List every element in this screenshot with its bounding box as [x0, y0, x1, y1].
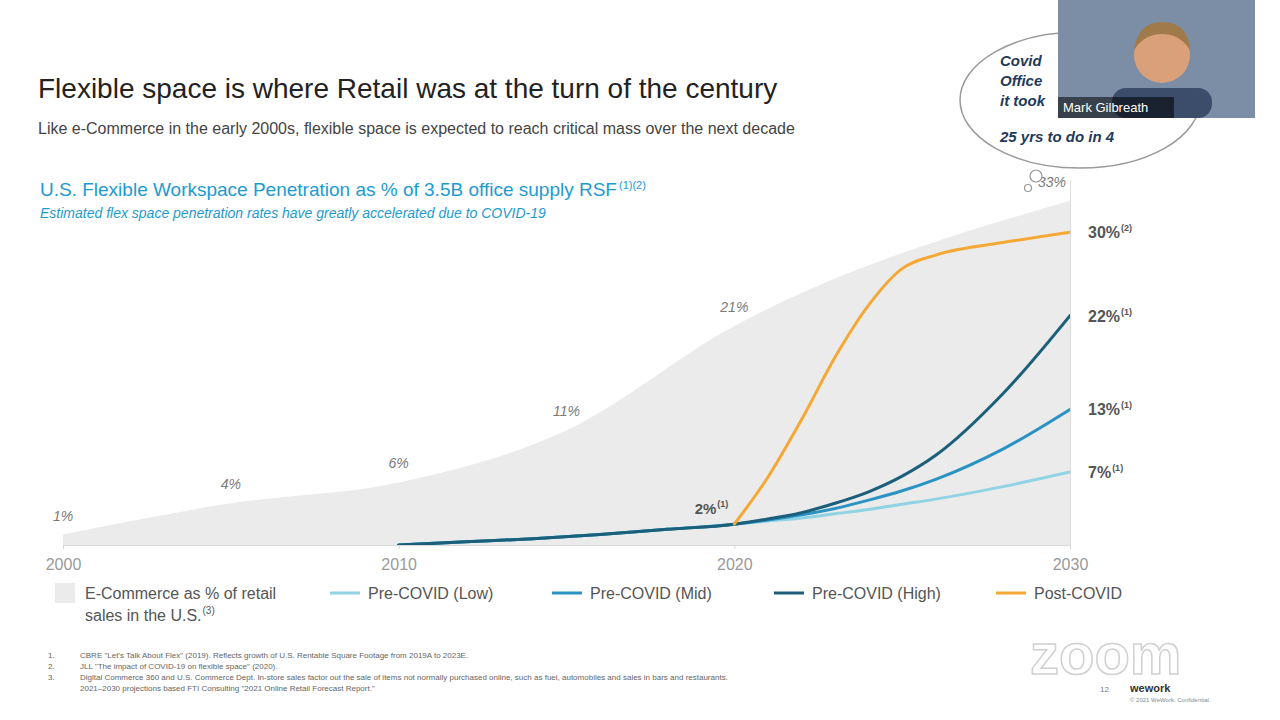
video-speaker-name: Mark Gilbreath — [1063, 100, 1148, 115]
brand: wework — [1129, 682, 1171, 694]
legend-item: Pre-COVID (High) — [774, 585, 941, 602]
copyright: © 2021 WeWork. Confidential. — [1130, 697, 1211, 703]
video-name-plate — [1058, 97, 1174, 118]
data-label: 7%(1) — [1088, 463, 1123, 481]
line-series — [399, 472, 1070, 545]
footnote-text: JLL "The impact of COVID-19 on flexible … — [80, 662, 277, 671]
data-label-text: 4% — [221, 476, 241, 492]
x-tick-label: 2000 — [46, 556, 82, 573]
video-person-hair — [1134, 22, 1190, 50]
area-series — [63, 201, 1070, 545]
video-background — [1058, 0, 1255, 118]
page-number: 12 — [1100, 685, 1109, 694]
legend-label-note: (3) — [203, 605, 215, 616]
plot-marks — [63, 201, 1070, 545]
data-label: 1% — [53, 508, 73, 524]
data-label-text: 13% — [1088, 401, 1120, 418]
x-tick-label: 2020 — [717, 556, 753, 573]
chart-subtitle: Estimated flex space penetration rates h… — [40, 205, 546, 221]
x-tick-label: 2030 — [1053, 556, 1089, 573]
legend-label: Pre-COVID (Mid) — [590, 585, 712, 602]
legend-swatch — [552, 592, 582, 595]
data-label-note: (2) — [1121, 223, 1132, 233]
legend-label-line: E-Commerce as % of retail — [85, 585, 276, 602]
bubble-text: it took — [1000, 92, 1046, 109]
legend-swatch — [774, 592, 804, 595]
legend: E-Commerce as % of retail sales in the U.… — [55, 583, 1122, 624]
bubble-text: Office — [1000, 72, 1042, 89]
data-label-text: 22% — [1088, 308, 1120, 325]
chart-title-note: (1)(2) — [619, 179, 646, 191]
data-label-note: (1) — [1121, 400, 1132, 410]
data-label-text: 1% — [53, 508, 73, 524]
x-tick: 2030 — [1053, 545, 1089, 573]
legend-swatch — [996, 592, 1026, 595]
data-label-note: (1) — [717, 499, 728, 509]
data-label-text: 21% — [719, 299, 748, 315]
x-axis-line — [64, 546, 1071, 550]
video-tile: Mark Gilbreath — [1058, 0, 1255, 118]
legend-item: Pre-COVID (Mid) — [552, 585, 712, 602]
y-axis — [1070, 181, 1071, 546]
data-label: 21% — [719, 299, 748, 315]
data-label: 11% — [553, 403, 580, 419]
data-label: 6% — [389, 455, 409, 471]
footnote-text: 2021–2030 projections based FTI Consulti… — [80, 684, 375, 693]
x-tick-mark — [399, 545, 400, 549]
legend-label: E-Commerce as % of retail sales in the U.… — [85, 585, 276, 624]
data-label-note: (1) — [1112, 463, 1123, 473]
footnote-text: Digital Commerce 360 and U.S. Commerce D… — [80, 673, 728, 682]
data-label-text: 11% — [553, 403, 580, 419]
x-tick-label: 2010 — [381, 556, 417, 573]
footnote-number: 2. — [48, 662, 55, 671]
data-label-text: 30% — [1088, 224, 1120, 241]
legend-label: Pre-COVID (Low) — [368, 585, 493, 602]
chart-title-text: U.S. Flexible Workspace Penetration as %… — [40, 179, 617, 200]
bubble-text: 25 yrs to do in 4 — [999, 128, 1115, 145]
legend-item: Pre-COVID (Low) — [330, 585, 493, 602]
data-label: 4% — [221, 476, 241, 492]
legend-label: Pre-COVID (High) — [812, 585, 941, 602]
bubble-text: Covid — [1000, 52, 1043, 69]
footnote-text: CBRE "Let's Talk About Flex" (2019). Ref… — [80, 651, 468, 660]
x-tick: 2010 — [381, 545, 417, 573]
legend-label-line: sales in the U.S. — [85, 607, 202, 624]
legend-label: Post-COVID — [1034, 585, 1122, 602]
data-label-note: (1) — [1121, 307, 1132, 317]
x-tick: 2000 — [46, 545, 82, 573]
legend-item: Post-COVID — [996, 585, 1122, 602]
legend-item: E-Commerce as % of retail sales in the U.… — [55, 583, 276, 624]
data-label: 2%(1) — [695, 499, 729, 517]
y-axis-line — [1070, 181, 1071, 546]
data-label-text: 6% — [389, 455, 409, 471]
footnotes: 1. CBRE "Let's Talk About Flex" (2019). R… — [48, 651, 728, 693]
data-label-text: 7% — [1088, 464, 1111, 481]
bubble-tail — [1025, 185, 1032, 192]
bubble-tail — [1030, 170, 1042, 182]
slide-subtitle: Like e-Commerce in the early 2000s, flex… — [38, 120, 795, 137]
data-label: 30%(2) — [1088, 223, 1132, 241]
watermark: zoom — [1030, 621, 1181, 686]
slide-title: Flexible space is where Retail was at th… — [38, 73, 777, 104]
footnote-number: 1. — [48, 651, 55, 660]
line-series — [399, 316, 1070, 545]
line-series — [734, 232, 1070, 524]
chart-title: U.S. Flexible Workspace Penetration as %… — [40, 179, 646, 200]
footnote-number: 3. — [48, 673, 55, 682]
x-tick-mark — [734, 545, 735, 549]
x-tick-mark — [63, 545, 64, 549]
x-tick-mark — [1070, 545, 1071, 549]
legend-swatch — [55, 583, 75, 603]
background — [0, 0, 1280, 720]
x-axis: 2000 2010 2020 2030 — [46, 545, 1089, 573]
x-tick: 2020 — [717, 545, 753, 573]
data-label-text: 2% — [695, 500, 717, 517]
data-label: 22%(1) — [1088, 307, 1132, 325]
slide: Flexible space is where Retail was at th… — [0, 0, 1280, 720]
data-labels: 1%4%6%11%21%33%7%(1)13%(1)2%(1)22%(1)30%… — [53, 174, 1132, 524]
data-label: 13%(1) — [1088, 400, 1132, 418]
legend-swatch — [330, 592, 360, 595]
